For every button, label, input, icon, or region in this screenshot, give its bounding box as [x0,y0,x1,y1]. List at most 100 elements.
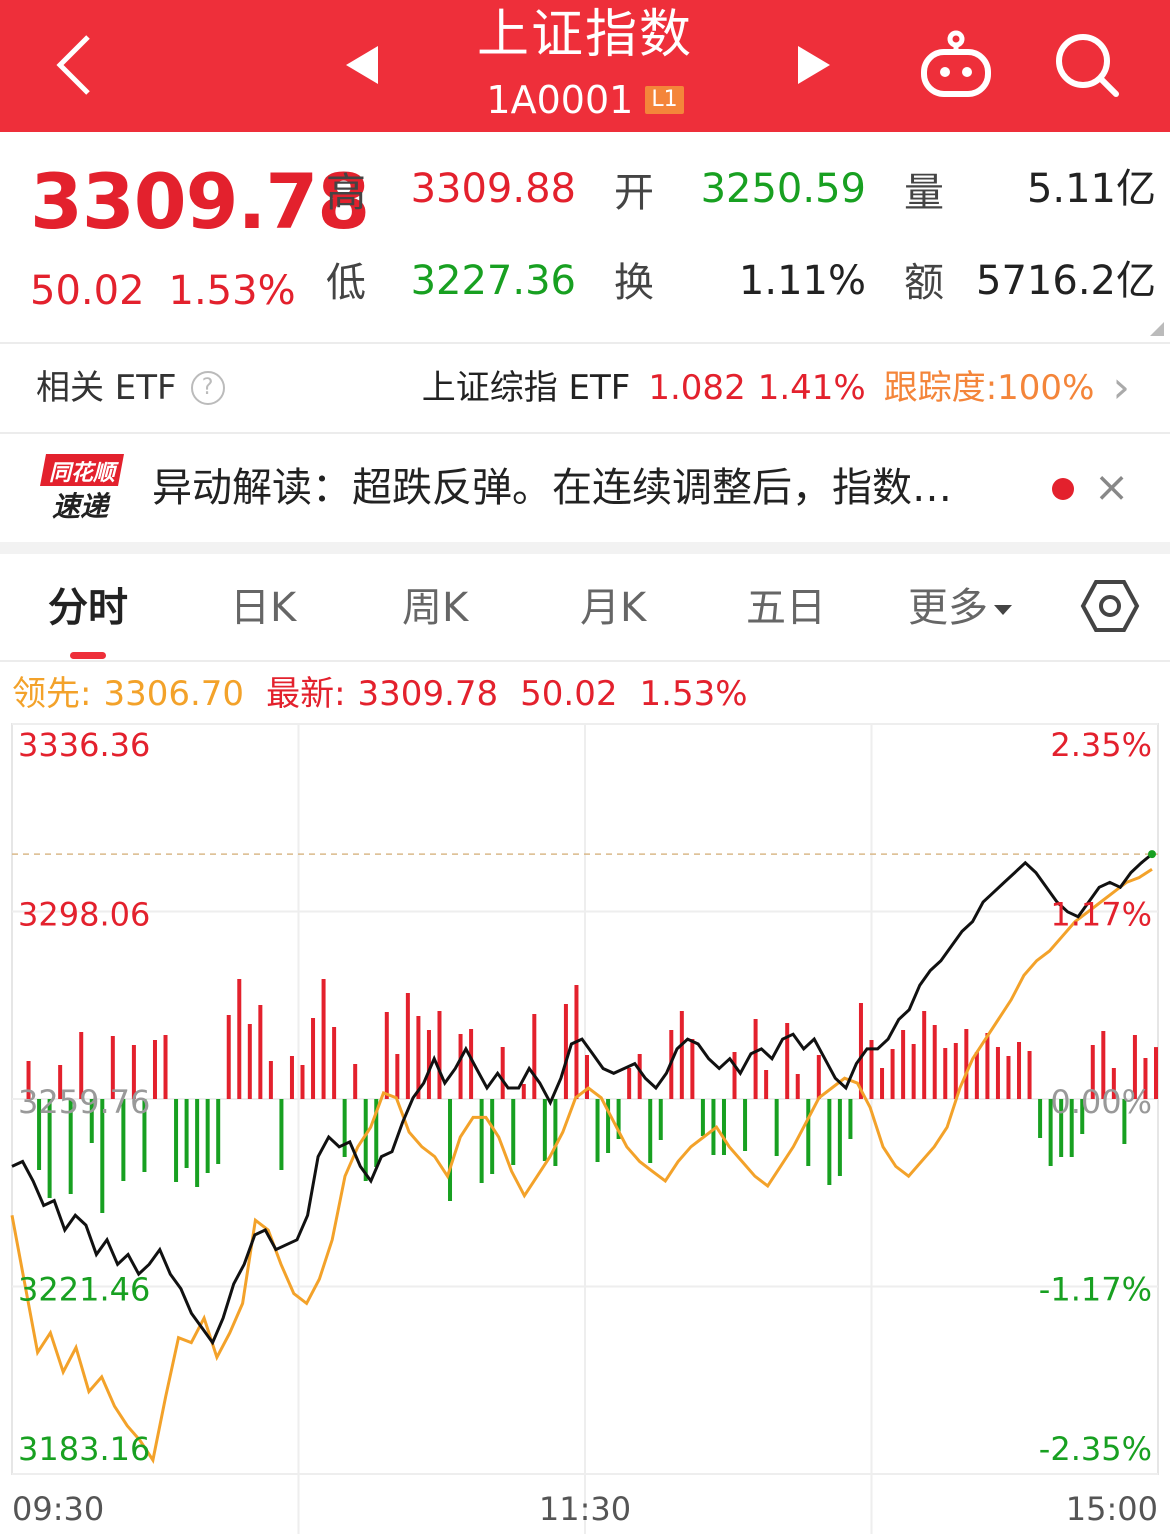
volume-bar-up [131,1045,136,1099]
news-badge-logo: 同花顺 速递 [40,452,126,524]
volume-bar-up [732,1052,737,1099]
tab-weekly-k[interactable]: 周K [402,585,469,631]
robot-button[interactable] [918,30,994,100]
volume-bar-up [753,1019,758,1099]
y-tick-label-right: 2.35% [1050,726,1152,764]
volume-bar-down [511,1099,516,1165]
close-icon[interactable]: × [1094,462,1130,511]
price-change-row: 50.02 1.53% [30,268,296,314]
volume-bar-up [890,1049,895,1099]
volume-bar-up [1027,1051,1032,1099]
volume-bar-down [47,1099,52,1198]
volume-bar-down [595,1099,600,1162]
volume-label: 量 [904,170,944,216]
volume-bar-up [247,1024,252,1099]
turnover-value: 1.11% [738,258,866,304]
etf-label-group: 相关 ETF ? [36,344,225,432]
volume-bar-down [542,1099,547,1161]
news-text[interactable]: 异动解读：超跌反弹。在连续调整后，指数… [152,465,952,511]
section-gap [0,542,1170,554]
expand-corner-icon[interactable] [1150,322,1164,336]
search-button[interactable] [1052,30,1122,100]
volume-bar-up [268,1061,273,1099]
news-badge-top: 同花顺 [49,461,119,486]
tab-daily-k[interactable]: 日K [230,585,297,631]
volume-bar-down [142,1099,147,1172]
price-change-pct: 1.53% [168,268,296,314]
last-value: 3309.78 [357,674,499,714]
volume-bar-down [363,1099,368,1181]
news-flash-row[interactable]: 同花顺 速递 异动解读：超跌反弹。在连续调整后，指数… × [0,434,1170,542]
index-code: 1A0001 [486,78,634,122]
volume-bar-down [848,1099,853,1139]
robot-icon [921,30,991,97]
tab-intraday[interactable]: 分时 [48,582,128,659]
back-button[interactable] [44,30,104,100]
volume-bar-up [1090,1045,1095,1099]
price-series-line [11,852,1153,1346]
tab-more[interactable]: 更多 [908,582,1012,634]
volume-bar-down [1048,1099,1053,1166]
volume-bar-up [395,1054,400,1099]
volume-bar-down [774,1099,779,1156]
volume-bar-down [658,1099,663,1140]
volume-bar-down [711,1099,716,1155]
related-etf-row[interactable]: 相关 ETF ? 上证综指 ETF 1.082 1.41% 跟踪度:100% › [0,344,1170,432]
chart-settings-button[interactable] [1080,578,1140,634]
etf-pct: 1.41% [757,368,866,408]
volume-bar-down [1059,1099,1064,1157]
volume-bar-down [374,1099,379,1167]
volume-bar-down [806,1099,811,1166]
etf-detail[interactable]: 上证综指 ETF 1.082 1.41% 跟踪度:100% › [422,344,1130,432]
quote-panel: 3309.78 50.02 1.53% 高 3309.88 开 3250.59 … [0,132,1170,342]
low-label: 低 [326,260,366,306]
y-tick-label-left: 3183.16 [18,1430,150,1468]
volume-bar-up [974,1052,979,1099]
volume-bar-down [37,1099,42,1170]
volume-bar-down [68,1099,73,1194]
prev-index-button[interactable] [340,40,384,90]
volume-bar-up [869,1040,874,1099]
volume-bar-up [226,1015,231,1099]
x-tick-label: 09:30 [12,1490,104,1528]
tab-label: 分时 [48,585,128,631]
volume-bar-up [321,979,326,1099]
open-value: 3250.59 [700,166,866,212]
volume-bar-up [816,1055,821,1099]
open-label: 开 [614,170,654,216]
tab-monthly-k[interactable]: 月K [580,585,647,631]
volume-bar-up [911,1044,916,1099]
volume-bar-down [184,1099,189,1168]
volume-bar-up [311,1018,316,1099]
volume-bar-down [700,1099,705,1136]
volume-bar-up [58,1065,63,1099]
help-icon[interactable]: ? [190,371,225,405]
lead-value: 3306.70 [103,674,245,714]
volume-bar-up [437,1011,442,1099]
next-index-button[interactable] [792,40,836,90]
volume-bar-down [100,1099,105,1213]
caret-down-icon [994,605,1012,615]
volume-bar-down [1038,1099,1043,1138]
volume-bar-up [1154,1047,1158,1099]
intraday-chart[interactable]: 3336.36 3298.06 3259.76 3221.46 3183.16 2.35%… [0,720,1170,1534]
volume-bar-up [1006,1056,1011,1099]
volume-bar-down [743,1099,748,1151]
volume-bar-up [300,1065,305,1099]
price-change: 50.02 [30,268,145,314]
etf-tracking: 跟踪度:100% [883,368,1095,408]
volume-bar-down [89,1099,94,1143]
volume-bar-down [448,1099,453,1201]
volume-bar-up [152,1040,157,1099]
volume-bar-up [880,1068,885,1099]
volume-bar-down [827,1099,832,1185]
volume-bar-down [606,1099,611,1153]
high-label: 高 [326,170,366,216]
volume-value: 5.11亿 [1026,166,1156,212]
unread-dot [1052,478,1074,500]
y-tick-label-left: 3336.36 [18,726,150,764]
volume-bar-down [837,1099,842,1176]
tab-five-day[interactable]: 五日 [746,585,826,631]
last-price: 3309.78 [30,157,370,246]
volume-bar-up [943,1048,948,1099]
